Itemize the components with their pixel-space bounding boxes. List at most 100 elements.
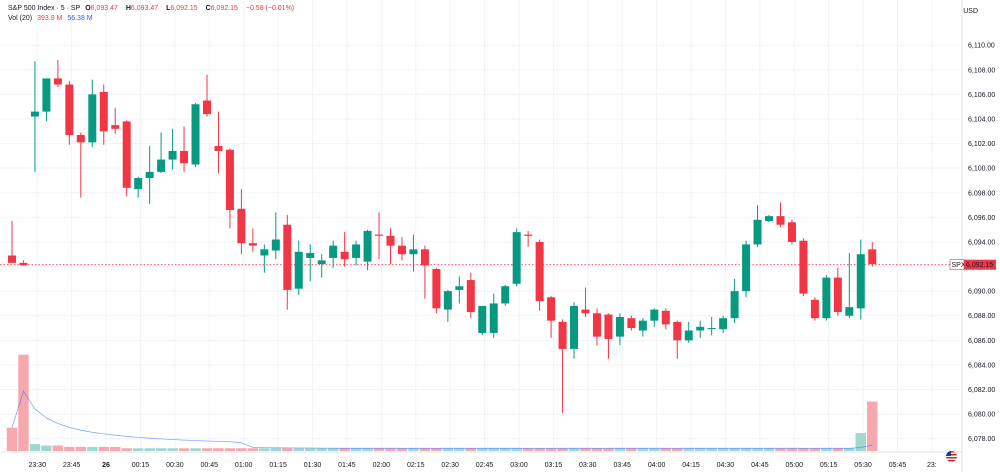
price-tick-label: 6,110.00 (968, 43, 995, 50)
price-tick-label: 6,094.00 (968, 239, 995, 246)
time-tick-label: 03:30 (579, 462, 597, 469)
ohlc-legend: S&P 500 Index · 5 · SP O6,093.47 H6,093.… (8, 5, 297, 12)
candle-body (776, 216, 785, 225)
symbol-title[interactable]: S&P 500 Index · 5 · SP (8, 5, 81, 12)
time-tick-label: 02:45 (476, 462, 494, 469)
time-tick-label: 26 (102, 462, 110, 469)
volume-bar (511, 448, 522, 451)
candle-body (42, 78, 51, 112)
time-tick-label: 23:45 (63, 462, 81, 469)
candle-body (30, 111, 39, 117)
time-axis[interactable]: 23:30 23:45 26 00:15 00:30 00:45 01:00 01:15 01:… (28, 462, 936, 469)
candle-body (787, 222, 796, 242)
time-tick-label: 04:15 (682, 462, 700, 469)
currency-label[interactable]: USD (963, 8, 978, 15)
volume-bar (672, 448, 683, 451)
time-tick-label: 05:15 (820, 462, 838, 469)
volume-bar (832, 448, 844, 451)
candle-body (684, 330, 693, 341)
volume-bar (293, 448, 304, 451)
volume-bar (29, 444, 41, 451)
candle-body (822, 277, 831, 319)
candle-body (730, 291, 739, 319)
time-tick-label: 00:30 (166, 462, 184, 469)
candle-body (317, 260, 326, 265)
volume-bar (717, 448, 729, 451)
volume-bar (534, 448, 545, 451)
volume-bar (305, 448, 316, 451)
volume-bar (740, 448, 752, 451)
candle-body (799, 240, 808, 294)
time-tick-label: 23: (927, 462, 937, 469)
volume-ma-line (11, 390, 873, 449)
price-axis[interactable]: 6,110.00 6,108.00 6,106.00 6,104.00 6,102.00… (968, 43, 995, 443)
time-tick-label: 05:00 (785, 462, 803, 469)
volume-value: 393.9 M (37, 15, 63, 22)
time-tick-label: 03:15 (545, 462, 563, 469)
volume-bar (167, 448, 178, 451)
volume-bar (87, 446, 98, 451)
volume-bar (350, 448, 362, 451)
volume-bar (580, 448, 591, 451)
last-price-symbol: SPX (952, 262, 966, 269)
high-value: 6,093.47 (130, 5, 159, 12)
time-tick-label: 00:15 (132, 462, 150, 469)
volume-bar (132, 448, 144, 451)
candle-body (856, 254, 865, 309)
time-tick-label: 02:15 (407, 462, 425, 469)
candle-body (306, 253, 315, 258)
price-tick-label: 6,098.00 (968, 190, 995, 197)
candle-body (753, 219, 762, 245)
candle-body (157, 159, 166, 172)
price-tick-label: 6,086.00 (968, 338, 995, 345)
time-tick-label: 04:45 (751, 462, 769, 469)
volume-bar (41, 445, 52, 451)
candle-body (134, 178, 143, 190)
volume-bar (603, 448, 614, 451)
price-tick-label: 6,080.00 (968, 412, 995, 419)
candle-body (271, 239, 280, 251)
price-tick-label: 6,082.00 (968, 387, 995, 394)
volume-bar (373, 448, 385, 451)
volume-bar (683, 448, 694, 451)
candle-body (111, 125, 120, 129)
volume-bar (178, 448, 190, 451)
volume-bar (408, 448, 419, 451)
volume-bar (6, 427, 18, 451)
candle-body (352, 244, 361, 258)
candle-body (604, 314, 613, 340)
volume-bar (614, 448, 626, 451)
volume-bar (110, 446, 121, 451)
candle-body (237, 208, 246, 244)
volume-bar (327, 448, 339, 451)
open-label: O (85, 5, 91, 12)
volume-bar (213, 448, 224, 451)
candle-body (581, 309, 590, 314)
candle-body (65, 84, 74, 135)
candle-body (409, 249, 418, 255)
time-tick-label: 01:30 (304, 462, 322, 469)
candlesticks (8, 59, 877, 413)
candle-body (76, 134, 85, 143)
candle-body (214, 146, 223, 151)
time-tick-label: 01:00 (235, 462, 253, 469)
volume-bar (855, 433, 866, 451)
volume-bar (545, 448, 557, 451)
time-tick-label: 03:00 (510, 462, 528, 469)
candle-body (661, 310, 670, 325)
volume-bar (339, 448, 350, 451)
price-tick-label: 6,084.00 (968, 362, 995, 369)
time-tick-label: 01:45 (338, 462, 356, 469)
volume-bar (798, 448, 809, 451)
volume-bar (396, 448, 408, 451)
volume-ma-value: 56.38 M (67, 15, 93, 22)
candle-body (329, 245, 338, 258)
us-flag-icon (946, 451, 957, 462)
volume-bar (867, 401, 878, 451)
candle-body (615, 316, 624, 337)
candle-body (673, 321, 682, 341)
volume-label[interactable]: Vol (20) (8, 15, 33, 22)
volume-bar (500, 448, 511, 451)
volume-bar (362, 448, 373, 451)
